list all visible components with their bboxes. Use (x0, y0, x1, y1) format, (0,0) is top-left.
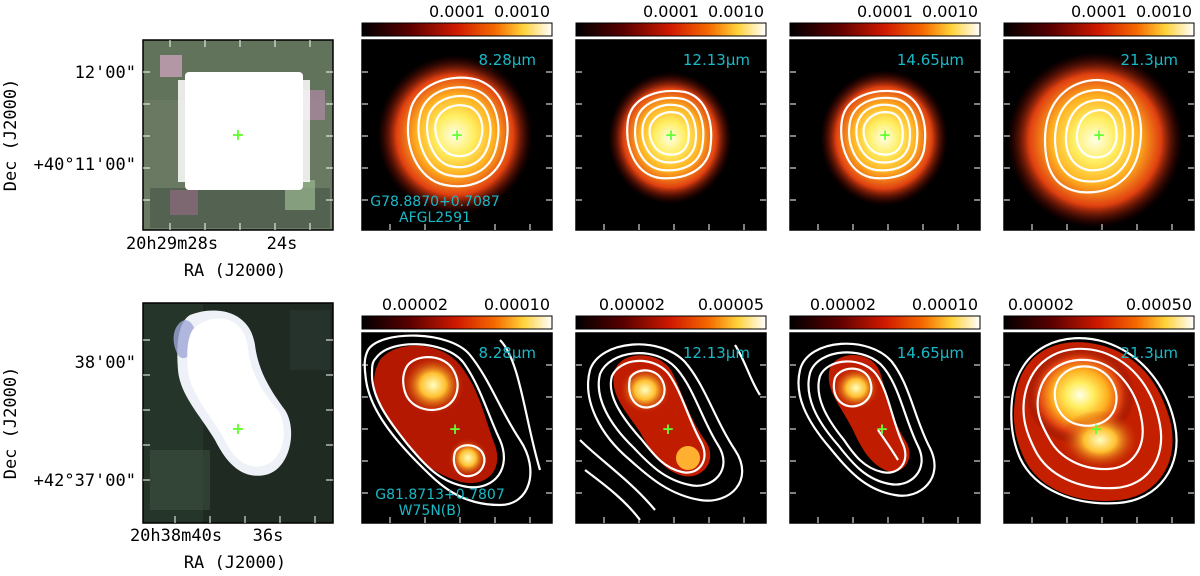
rgb-frame (142, 39, 334, 231)
colorbar (789, 315, 981, 330)
colorbar-tick-high: 0.00050 (1126, 295, 1192, 314)
ra-axis-label: RA (J2000) (184, 261, 286, 281)
dec-axis-label: Dec (J2000) (1, 367, 21, 480)
svg-text:+: + (1093, 126, 1106, 144)
wavelength-label: 12.13μm (683, 51, 750, 69)
dec-axis-label: Dec (J2000) (1, 79, 21, 192)
ra-tick-1: 20h38m40s (130, 526, 222, 546)
wavelength-label: 8.28μm (478, 344, 536, 362)
rgb-frame (142, 302, 334, 524)
contours (626, 90, 713, 180)
colorbar-tick-low: 0.00002 (599, 295, 665, 314)
source-alt-name: W75N(B) (399, 503, 462, 519)
dec-tick-2: +40°11'00" (34, 155, 136, 175)
row-2: + 38'00" +42°37'00" Dec (J2000) 20h38m40… (1, 295, 1195, 573)
panel-row1-8um: 0.0001 0.0010 + 8.28μm G78.8870+0.7087 A… (361, 2, 553, 231)
ra-tick-2: 36s (253, 526, 284, 546)
wavelength-label: 21.3μm (1120, 344, 1178, 362)
rgb-ticks (143, 40, 333, 230)
panel-row2-12um: 0.00002 0.00005 + 12.13μm (575, 295, 767, 524)
svg-text:+: + (662, 420, 675, 438)
colorbar (361, 22, 553, 37)
colorbar-tick-low: 0.0001 (857, 2, 913, 21)
source-name: G81.8713+0.7807 (375, 487, 504, 503)
source-marker: + (231, 125, 244, 144)
ra-axis-label: RA (J2000) (184, 553, 286, 573)
emission-map (608, 72, 732, 204)
colorbar-tick-high: 0.0010 (1136, 2, 1192, 21)
rgb-panel-row-1: + (142, 39, 334, 231)
source-name: G78.8870+0.7087 (370, 194, 499, 210)
contours (406, 76, 509, 188)
panel-row2-21um: 0.00002 0.00050 + 21.3μm (1003, 295, 1195, 524)
wavelength-label: 8.28μm (478, 51, 536, 69)
panel-row1-12um: 0.0001 0.0010 + 12.13μm (575, 2, 767, 231)
panel-row1-14um: 0.0001 0.0010 + 14.65μm (789, 2, 981, 231)
wavelength-label: 12.13μm (683, 344, 750, 362)
dec-tick-1: 38'00" (75, 353, 136, 373)
colorbar-tick-low: 0.0001 (643, 2, 699, 21)
contours (1043, 78, 1143, 194)
colorbar-tick-low: 0.00002 (382, 295, 448, 314)
source-marker: + (231, 419, 244, 438)
colorbar-tick-high: 0.0010 (494, 2, 550, 21)
svg-text:+: + (449, 420, 462, 438)
colorbar (789, 22, 981, 37)
contours (579, 343, 761, 521)
panel-row1-21um: 0.0001 0.0010 + 21.3μm (1003, 2, 1195, 231)
svg-text:+: + (876, 420, 889, 438)
ra-tick-1: 20h29m28s (126, 234, 218, 254)
wavelength-label: 14.65μm (897, 344, 964, 362)
svg-text:+: + (665, 126, 678, 144)
colorbar-tick-high: 0.00005 (698, 295, 764, 314)
colorbar (1003, 315, 1195, 330)
svg-text:+: + (1090, 420, 1103, 438)
svg-text:+: + (451, 126, 464, 144)
row-1: + 12'00" +40°11'00" Dec (J2000) 20h29m28… (1, 2, 1195, 281)
ra-tick-2: 24s (267, 234, 298, 254)
colorbar-tick-high: 0.00010 (484, 295, 550, 314)
emission-map (1007, 52, 1183, 228)
colorbar-tick-high: 0.0010 (708, 2, 764, 21)
colorbar (361, 315, 553, 330)
dec-tick-2: +42°37'00" (34, 471, 136, 491)
rgb-panel-row-2: + (142, 302, 334, 524)
dec-tick-1: 12'00" (75, 63, 136, 83)
emission-map (377, 55, 533, 215)
svg-text:+: + (879, 126, 892, 144)
colorbar-tick-high: 0.0010 (922, 2, 978, 21)
colorbar-tick-low: 0.0001 (1071, 2, 1127, 21)
colorbar-tick-low: 0.00002 (1008, 295, 1074, 314)
colorbar (1003, 22, 1195, 37)
panel-row2-8um: 0.00002 0.00010 + 8.28μm G81.8713+0.7807… (361, 295, 553, 524)
colorbar-tick-low: 0.00002 (810, 295, 876, 314)
colorbar-tick-low: 0.0001 (429, 2, 485, 21)
colorbar (575, 315, 767, 330)
contours (1010, 337, 1178, 505)
rgb-ticks (143, 339, 333, 523)
contours (363, 334, 542, 507)
colorbar (575, 22, 767, 37)
contours (840, 90, 927, 180)
panel-row2-14um: 0.00002 0.00010 + 14.65μm (789, 295, 981, 524)
contours (797, 342, 936, 497)
wavelength-label: 14.65μm (897, 51, 964, 69)
colorbar-tick-high: 0.00010 (912, 295, 978, 314)
source-alt-name: AFGL2591 (399, 210, 471, 226)
wavelength-label: 21.3μm (1120, 51, 1178, 69)
